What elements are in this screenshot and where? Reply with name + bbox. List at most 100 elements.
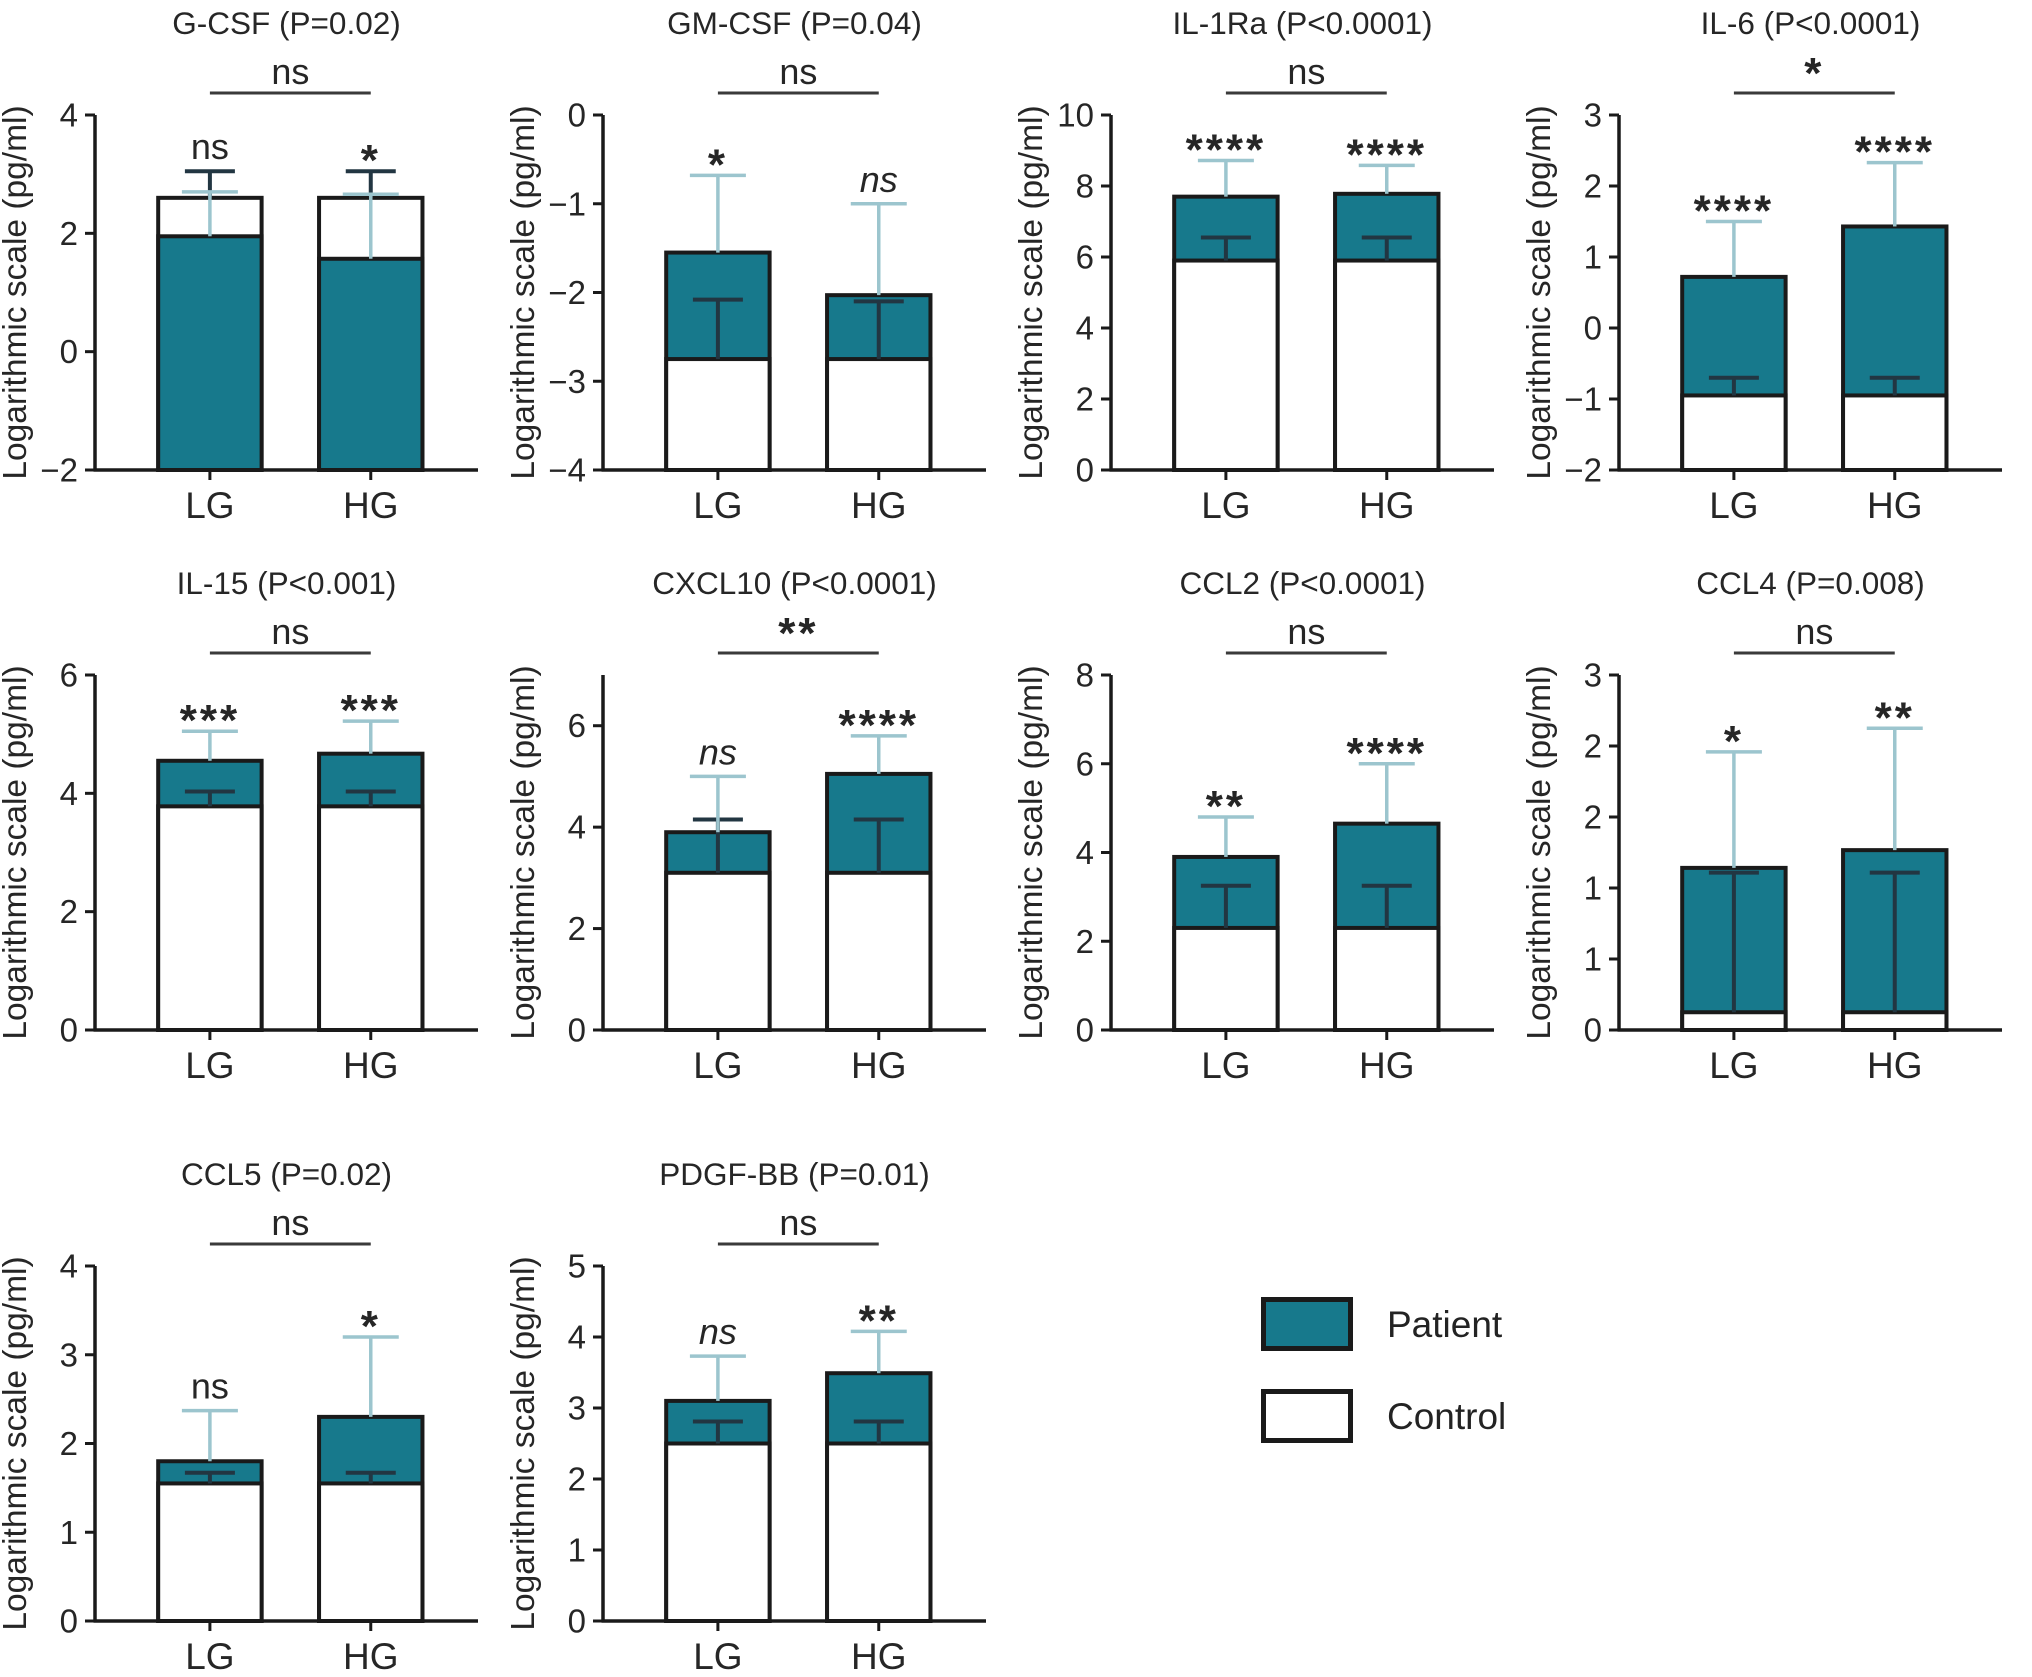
- legend-item-patient: Patient: [1261, 1297, 1524, 1351]
- bar-patient: [156, 234, 264, 472]
- bar-patient: [317, 256, 425, 472]
- bar-control: [1841, 1010, 1949, 1032]
- x-tick-label: HG: [343, 1636, 399, 1677]
- y-tick-label: 1: [568, 1532, 586, 1569]
- x-tick-label: LG: [1709, 485, 1758, 526]
- control-swatch: [1261, 1389, 1353, 1443]
- sig-label: ns: [191, 1366, 229, 1407]
- x-tick-label: LG: [1201, 1045, 1250, 1086]
- sig-label: **: [1206, 782, 1246, 831]
- y-axis-label: Logarithmic scale (pg/ml): [1016, 105, 1050, 479]
- y-tick-label: 4: [60, 1248, 78, 1285]
- y-tick-label: 6: [1076, 745, 1094, 782]
- y-tick-label: 0: [1076, 452, 1094, 489]
- y-tick-label: 2: [1076, 381, 1094, 418]
- y-axis-label: Logarithmic scale (pg/ml): [0, 1256, 34, 1630]
- bar-control: [825, 357, 933, 472]
- y-tick-label: 2: [60, 215, 78, 252]
- chart-il-15: IL-15 (P<0.001) ns 6 4 2 0 Logarithmic scale (…: [0, 560, 508, 1125]
- legend: Patient Control: [1016, 1125, 1524, 1677]
- y-tick-label: −3: [548, 363, 586, 400]
- bar-control: [1680, 393, 1788, 473]
- chart-svg-ccl4: CCL4 (P=0.008) ns 3 2 2 1 1 0 Logarithmic scale …: [1521, 565, 2002, 1086]
- y-tick-label: −1: [1564, 381, 1602, 418]
- y-tick-label: 2: [60, 893, 78, 930]
- chart-ccl5: CCL5 (P=0.02) ns 4 3 2 1 0 Logarithmic scale (p…: [0, 1125, 508, 1677]
- sig-label: ns: [860, 159, 898, 200]
- y-tick-label: 6: [1076, 239, 1094, 276]
- x-tick-label: HG: [1867, 1045, 1923, 1086]
- x-tick-label: HG: [1867, 485, 1923, 526]
- bar-control: [317, 1481, 425, 1623]
- comparison-label: ns: [1795, 611, 1833, 652]
- y-tick-label: 0: [1584, 310, 1602, 347]
- y-tick-label: 4: [1076, 834, 1094, 871]
- y-tick-label: 4: [1076, 310, 1094, 347]
- x-tick-label: LG: [1709, 1045, 1758, 1086]
- y-tick-label: 4: [60, 775, 78, 812]
- y-tick-label: 0: [60, 1603, 78, 1640]
- chart-il-1ra: IL-1Ra (P<0.0001) ns 10 8 6 4 2 0 Logarithmic sc…: [1013, 0, 1524, 560]
- comparison-label: ns: [271, 1202, 309, 1243]
- y-tick-label: 2: [1076, 923, 1094, 960]
- sig-label: ns: [699, 731, 737, 772]
- sig-label: *: [361, 136, 381, 185]
- bar-control: [664, 870, 772, 1032]
- chart-svg-cxcl10: CXCL10 (P<0.0001) ** 6 4 2 0 Logarithmic scale…: [505, 565, 986, 1086]
- bar-control: [156, 804, 264, 1032]
- bar-control: [1172, 925, 1280, 1032]
- y-tick-label: 3: [60, 1336, 78, 1373]
- x-tick-label: LG: [185, 485, 234, 526]
- bar-control: [1333, 258, 1441, 472]
- y-tick-label: 2: [1584, 168, 1602, 205]
- legend-item-control: Control: [1261, 1389, 1524, 1443]
- y-axis-label: Logarithmic scale (pg/ml): [0, 665, 34, 1039]
- y-tick-label: 4: [60, 97, 78, 134]
- chart-title: G-CSF (P=0.02): [172, 5, 400, 41]
- chart-ccl4: CCL4 (P=0.008) ns 3 2 2 1 1 0 Logarithmic scale …: [1521, 560, 2032, 1125]
- x-tick-label: LG: [185, 1045, 234, 1086]
- y-tick-label: 0: [60, 333, 78, 370]
- x-tick-label: HG: [1359, 1045, 1415, 1086]
- chart-cxcl10: CXCL10 (P<0.0001) ** 6 4 2 0 Logarithmic scale…: [505, 560, 1016, 1125]
- comparison-label: **: [778, 609, 818, 658]
- sig-label: *: [708, 140, 728, 189]
- patient-legend-label: Patient: [1387, 1303, 1503, 1345]
- y-tick-label: 2: [568, 910, 586, 947]
- chart-title: CXCL10 (P<0.0001): [652, 565, 937, 601]
- x-tick-label: HG: [851, 1636, 907, 1677]
- chart-il-6: IL-6 (P<0.0001) * 3 2 1 0 −1 −2 Logarithmic scal…: [1521, 0, 2032, 560]
- sig-label: ****: [839, 701, 920, 750]
- x-tick-label: LG: [693, 1045, 742, 1086]
- x-tick-label: HG: [343, 1045, 399, 1086]
- y-tick-label: 8: [1076, 657, 1094, 694]
- x-tick-label: LG: [185, 1636, 234, 1677]
- chart-pdgf-bb: PDGF-BB (P=0.01) ns 5 4 3 2 1 0 Logarithmic scal…: [505, 1125, 1016, 1677]
- y-tick-label: 2: [60, 1425, 78, 1462]
- chart-svg-il-1ra: IL-1Ra (P<0.0001) ns 10 8 6 4 2 0 Logarithmic sc…: [1013, 5, 1494, 526]
- sig-label: ***: [341, 686, 401, 735]
- y-tick-label: −4: [548, 452, 586, 489]
- empty-cell: [1524, 1125, 2032, 1677]
- bar-control: [1841, 393, 1949, 473]
- y-tick-label: 0: [1584, 1012, 1602, 1049]
- y-tick-label: 1: [60, 1514, 78, 1551]
- chart-title: GM-CSF (P=0.04): [667, 5, 922, 41]
- sig-label: *: [1724, 717, 1744, 766]
- y-axis-label: Logarithmic scale (pg/ml): [1016, 665, 1050, 1039]
- chart-title: CCL5 (P=0.02): [181, 1156, 392, 1192]
- y-tick-label: 4: [568, 1319, 586, 1356]
- y-axis-label: Logarithmic scale (pg/ml): [508, 1256, 542, 1630]
- chart-title: CCL2 (P<0.0001): [1179, 565, 1425, 601]
- sig-label: **: [859, 1296, 899, 1345]
- y-tick-label: 1: [1584, 239, 1602, 276]
- x-tick-label: LG: [1201, 485, 1250, 526]
- bar-control: [664, 357, 772, 472]
- y-tick-label: −2: [548, 274, 586, 311]
- y-tick-label: −1: [548, 185, 586, 222]
- comparison-label: ns: [271, 51, 309, 92]
- bar-control: [664, 1441, 772, 1623]
- sig-label: ****: [1347, 729, 1428, 778]
